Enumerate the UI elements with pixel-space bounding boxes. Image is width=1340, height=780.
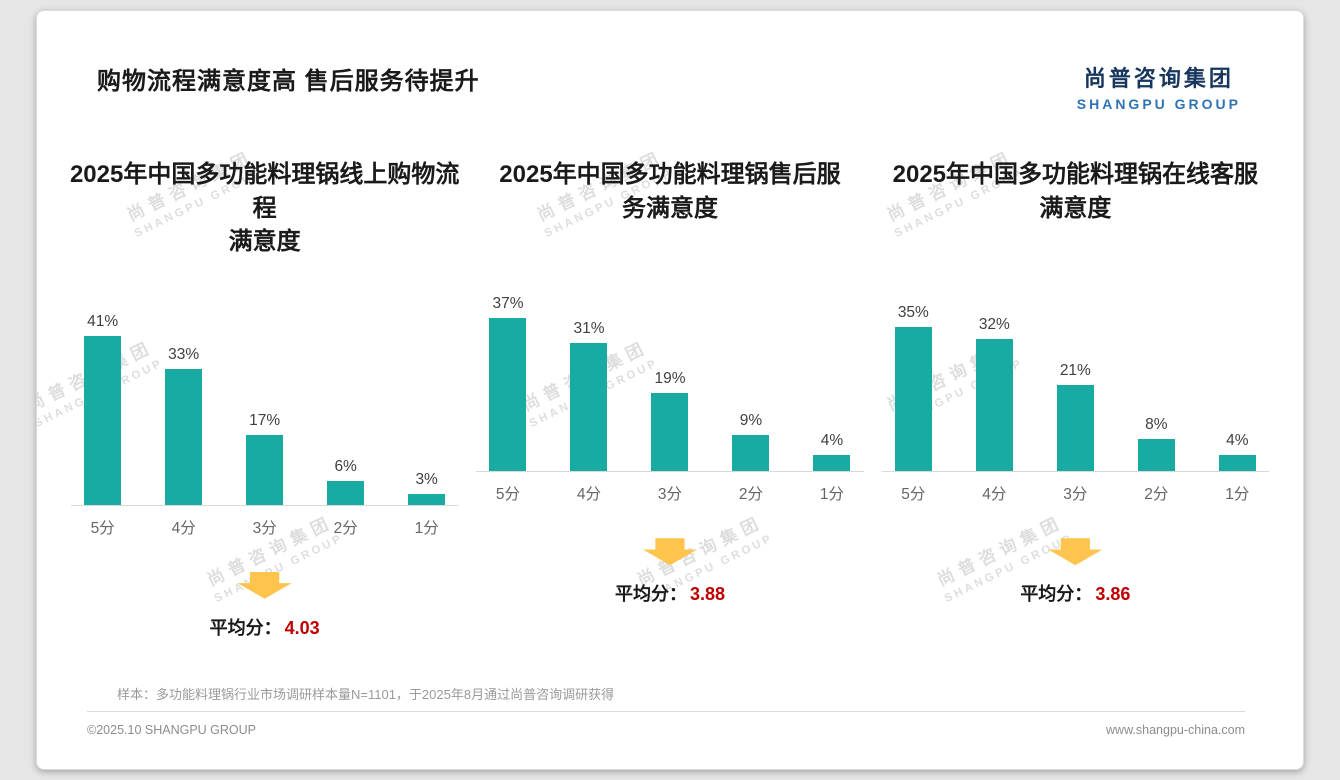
average-score: 平均分： 3.86: [1020, 580, 1130, 606]
bar-group-3: 17% 3分: [246, 411, 284, 537]
average-value: 4.03: [284, 617, 320, 638]
bar: [975, 339, 1013, 473]
chart-shopping-process-satisfaction: 2025年中国多功能料理锅线上购物流程 满意度 41% 5分 33% 4分 17% 3分 6…: [65, 158, 464, 640]
chart-title: 2025年中国多功能料理锅售后服 务满意度: [499, 161, 841, 222]
bar-group-5: 4% 1分: [813, 432, 851, 503]
bar-value-label: 41%: [87, 312, 119, 330]
bar-category-label: 1分: [414, 519, 439, 537]
bar: [1056, 385, 1094, 473]
bar-value-label: 17%: [249, 411, 281, 429]
bar: [246, 434, 284, 506]
bar-value-label: 33%: [168, 345, 200, 363]
chart-after-sales-satisfaction: 2025年中国多功能料理锅售后服 务满意度 37% 5分 31% 4分 19% 3分 9% 2…: [470, 158, 869, 640]
page-title: 购物流程满意度高 售后服务待提升: [97, 68, 480, 95]
bar: [408, 493, 446, 506]
bar: [327, 480, 365, 506]
bar-value-label: 37%: [492, 295, 524, 313]
bar-group-2: 32% 4分: [975, 316, 1013, 503]
company-logo: 尚普咨询集团 SHANGPU GROUP: [1077, 61, 1241, 112]
bar: [894, 327, 932, 473]
bar-category-label: 1分: [819, 486, 845, 504]
slide-card: 尚普咨询集团 SHANGPU GROUP 尚普咨询集团 SHANGPU GROUP 尚普…: [36, 10, 1304, 770]
copyright-text: ©2025.10 SHANGPU GROUP: [87, 723, 256, 737]
bar-plot: 37% 5分 31% 4分 19% 3分 9% 2分 4% 1分: [476, 267, 865, 503]
average-label: 平均分：: [1020, 584, 1093, 605]
average-label: 平均分：: [614, 584, 687, 605]
bar-plot: 35% 5分 32% 4分 21% 3分 8% 2分 4% 1分: [881, 267, 1270, 503]
bar-plot: 41% 5分 33% 4分 17% 3分 6% 2分 3% 1分: [70, 301, 459, 537]
bar-group-1: 41% 5分: [84, 312, 122, 537]
bar-value-label: 32%: [978, 316, 1010, 334]
bar-value-label: 6%: [334, 457, 357, 475]
bar: [570, 343, 608, 473]
bar-category-label: 2分: [1144, 486, 1169, 504]
logo-text-cn: 尚普咨询集团: [1083, 66, 1234, 91]
logo-text-en: SHANGPU GROUP: [1076, 96, 1241, 112]
bar-value-label: 31%: [573, 320, 605, 338]
bar-category-label: 4分: [171, 519, 196, 537]
bar-category-label: 2分: [738, 486, 764, 504]
bar-value-label: 8%: [1145, 416, 1168, 434]
bar-value-label: 3%: [415, 470, 438, 488]
average-label: 平均分：: [209, 617, 282, 638]
bar-category-label: 1分: [1225, 486, 1250, 504]
bar: [732, 435, 770, 473]
average-score: 平均分： 3.88: [615, 580, 725, 606]
bar-group-1: 37% 5分: [489, 295, 527, 503]
chart-title: 2025年中国多功能料理锅线上购物流程 满意度: [69, 161, 460, 256]
sample-note: 样本：多功能料理锅行业市场调研样本量N=1101，于2025年8月通过尚普咨询调…: [117, 686, 615, 702]
bar-group-1: 35% 5分: [894, 304, 932, 503]
website-url: www.shangpu-china.com: [1106, 723, 1245, 737]
bar-group-4: 9% 2分: [732, 412, 770, 503]
down-arrow-icon: [1048, 538, 1103, 566]
bar-group-3: 21% 3分: [1056, 362, 1094, 503]
bar-category-label: 4分: [576, 486, 602, 504]
bar-group-2: 33% 4分: [165, 345, 203, 537]
bar: [813, 455, 851, 473]
bar-value-label: 19%: [654, 370, 686, 388]
bar-group-5: 3% 1分: [408, 470, 446, 537]
bar: [1137, 439, 1175, 473]
bar: [1218, 455, 1256, 473]
down-arrow-icon: [642, 538, 697, 566]
down-arrow-icon: [237, 571, 292, 599]
chart-title: 2025年中国多功能料理锅在线客服 满意度: [892, 161, 1259, 222]
bar-category-label: 5分: [90, 519, 115, 537]
bar-group-3: 19% 3分: [651, 370, 689, 503]
chart-online-customer-service-satisfaction: 2025年中国多功能料理锅在线客服 满意度 35% 5分 32% 4分 21% 3分 8% 2…: [876, 158, 1275, 640]
bar: [489, 318, 527, 473]
bar-category-label: 4分: [982, 486, 1007, 504]
bar-category-label: 5分: [495, 486, 521, 504]
bar-category-label: 3分: [1063, 486, 1088, 504]
bar-category-label: 2分: [333, 519, 358, 537]
bar-value-label: 21%: [1059, 362, 1091, 380]
footer: ©2025.10 SHANGPU GROUP www.shangpu-china…: [87, 711, 1245, 769]
charts-row: 2025年中国多功能料理锅线上购物流程 满意度 41% 5分 33% 4分 17% 3分 6…: [37, 158, 1303, 640]
bar: [84, 335, 122, 506]
bar-group-4: 8% 2分: [1137, 416, 1175, 503]
header: 购物流程满意度高 售后服务待提升 尚普咨询集团 SHANGPU GROUP: [37, 11, 1303, 112]
bar-group-2: 31% 4分: [570, 320, 608, 503]
bar-value-label: 9%: [739, 412, 763, 430]
bar: [165, 368, 203, 506]
bar-value-label: 4%: [1226, 432, 1249, 450]
bar-category-label: 3分: [657, 486, 683, 504]
bar-value-label: 4%: [820, 432, 844, 450]
bar-category-label: 3分: [252, 519, 277, 537]
bar-value-label: 35%: [897, 304, 929, 322]
bar-group-4: 6% 2分: [327, 457, 365, 537]
bar: [651, 393, 689, 473]
bar-group-5: 4% 1分: [1218, 432, 1256, 503]
bar-category-label: 5分: [901, 486, 926, 504]
average-value: 3.86: [1095, 584, 1131, 605]
average-score: 平均分： 4.03: [210, 614, 320, 640]
average-value: 3.88: [689, 584, 726, 605]
